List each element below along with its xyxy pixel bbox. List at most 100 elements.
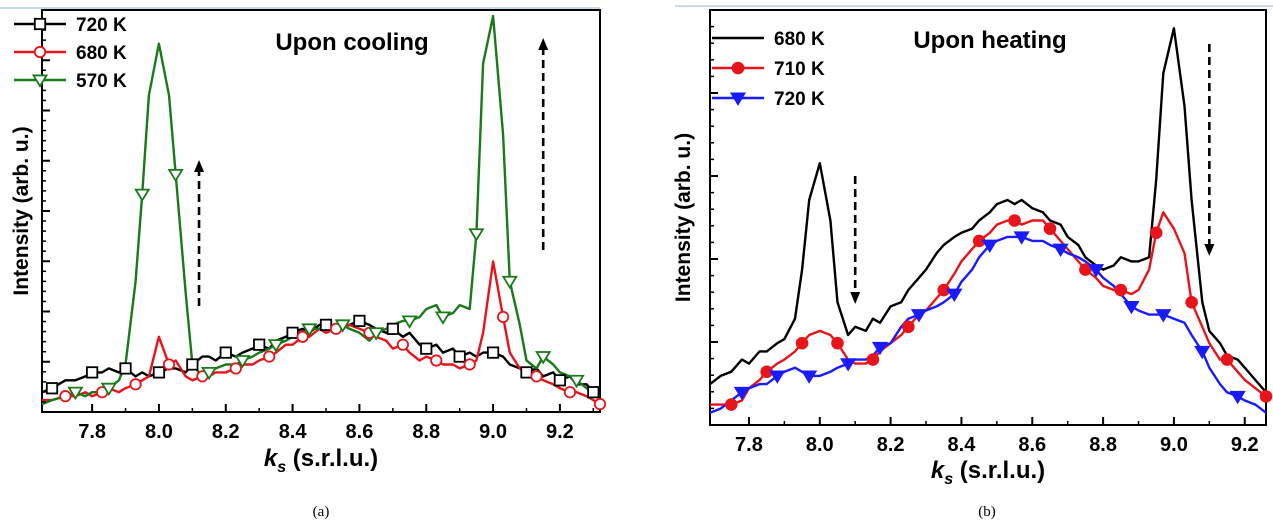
panel-caption: (b) xyxy=(978,504,996,520)
data-point xyxy=(253,338,266,351)
legend-marker xyxy=(33,17,47,31)
data-point xyxy=(520,366,533,379)
data-point xyxy=(1043,222,1057,235)
legend-label: 720 K xyxy=(774,89,825,110)
data-point xyxy=(468,228,485,242)
data-point xyxy=(45,382,59,395)
data-point xyxy=(434,311,452,325)
data-point xyxy=(286,326,299,339)
x-tick-label: 9.2 xyxy=(546,421,574,443)
data-point xyxy=(1052,243,1069,258)
data-point xyxy=(1008,214,1021,227)
data-point xyxy=(1087,264,1105,278)
series-line xyxy=(709,235,1267,414)
x-tick-label: 8.6 xyxy=(1018,434,1046,456)
data-point xyxy=(200,366,218,381)
data-point xyxy=(568,374,585,389)
x-tick-label: 8.4 xyxy=(948,434,977,456)
x-tick-label: 8.6 xyxy=(346,421,374,443)
panel-caption: (a) xyxy=(313,504,330,520)
data-point xyxy=(587,386,600,399)
data-point xyxy=(263,350,276,363)
data-point xyxy=(801,370,818,384)
arrow-head xyxy=(538,38,549,50)
x-tick-label: 8.8 xyxy=(412,421,440,443)
x-tick-label: 9.0 xyxy=(479,421,507,443)
data-point xyxy=(401,315,418,329)
data-point xyxy=(769,370,786,384)
legend-marker xyxy=(33,45,47,59)
data-point xyxy=(134,188,151,203)
data-point xyxy=(486,346,500,359)
data-point xyxy=(795,336,809,350)
data-point xyxy=(1220,353,1234,366)
x-tick-label: 9.0 xyxy=(1160,434,1188,456)
data-point xyxy=(430,354,443,367)
chart-panel-b: 7.8 8.0 8.2 8.4 8.6 8.8 9.0 9.2 ks (s.r.l.u.) Int… xyxy=(672,5,1273,520)
data-point xyxy=(1185,296,1198,309)
legend-marker xyxy=(731,61,745,75)
x-axis-label: ks (s.r.l.u.) xyxy=(931,457,1045,488)
data-point xyxy=(234,355,251,369)
x-tick-label: 8.0 xyxy=(806,434,834,456)
data-point xyxy=(396,338,409,351)
data-point xyxy=(530,370,543,383)
legend-label: 570 K xyxy=(76,71,127,92)
x-tick-label: 8.4 xyxy=(279,421,308,443)
arrow-head xyxy=(194,160,205,172)
y-axis-label: Intensity (arb. u.) xyxy=(672,133,695,302)
legend-label: 680 K xyxy=(76,43,127,64)
x-tick-label: 7.8 xyxy=(78,421,106,443)
data-point xyxy=(733,386,750,401)
legend-marker xyxy=(729,92,747,106)
data-point xyxy=(910,309,928,323)
legend-label: 720 K xyxy=(76,15,127,36)
data-point xyxy=(420,342,433,355)
data-point xyxy=(1114,283,1128,297)
x-tick-label: 8.0 xyxy=(145,421,173,443)
data-point xyxy=(453,350,466,363)
x-axis-label: ks (s.r.l.u.) xyxy=(264,445,378,476)
data-point xyxy=(229,362,242,375)
data-point xyxy=(1149,226,1163,240)
data-point xyxy=(553,374,567,387)
data-point xyxy=(1259,390,1273,403)
data-point xyxy=(152,366,166,379)
data-point xyxy=(353,314,366,328)
chart-panel-a: 7.8 8.0 8.2 8.4 8.6 8.8 9.0 9.2 ks (s.r.l.u.) Int… xyxy=(0,7,607,520)
y-axis-label: Intensity (arb. u.) xyxy=(10,126,33,295)
arrow-head xyxy=(850,292,861,304)
x-tick-label: 9.2 xyxy=(1231,434,1259,456)
data-point xyxy=(319,318,333,331)
x-tick-label: 8.2 xyxy=(877,434,905,456)
data-point xyxy=(301,323,318,337)
data-point xyxy=(67,386,84,401)
data-point xyxy=(129,378,142,391)
data-point xyxy=(871,341,889,356)
data-point xyxy=(981,239,998,253)
data-point xyxy=(186,358,199,371)
legend-label: 680 K xyxy=(774,29,825,50)
data-point xyxy=(866,353,880,366)
data-point xyxy=(296,330,309,343)
chart-title: Upon cooling xyxy=(275,29,428,56)
data-point xyxy=(593,397,607,411)
data-point xyxy=(840,358,857,372)
data-point xyxy=(501,275,518,290)
x-tick-label: 8.8 xyxy=(1089,434,1117,456)
data-point xyxy=(1229,390,1246,405)
data-point xyxy=(724,398,738,411)
data-point xyxy=(946,288,963,303)
legend-marker xyxy=(31,74,49,88)
data-point xyxy=(497,310,510,324)
data-point xyxy=(334,319,351,333)
data-point xyxy=(100,382,117,397)
plot-frame xyxy=(709,9,1267,426)
series-line xyxy=(709,27,1267,394)
data-point xyxy=(535,351,552,365)
data-point xyxy=(1194,345,1211,360)
x-tick-label: 8.2 xyxy=(212,421,240,443)
data-point xyxy=(902,320,915,334)
data-point xyxy=(59,390,72,403)
data-point xyxy=(563,386,577,399)
